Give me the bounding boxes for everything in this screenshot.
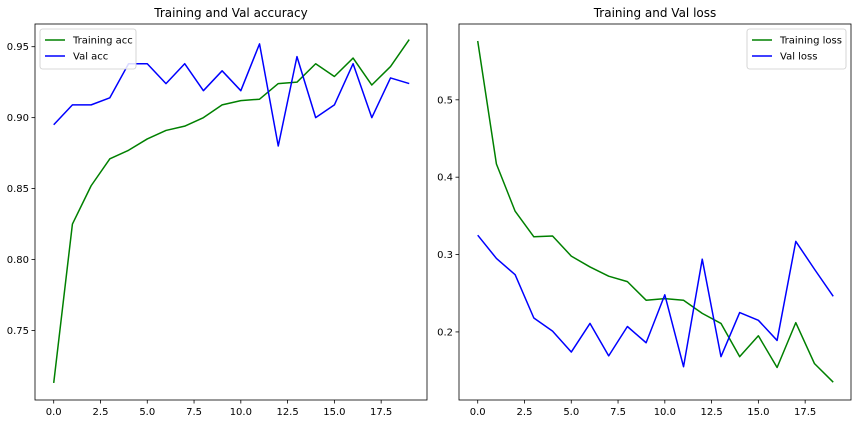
loss-legend: Training loss Val loss	[746, 28, 847, 70]
x-tick-label: 12.5	[700, 407, 722, 418]
x-tick-label: 7.5	[610, 407, 626, 418]
series-line-training-acc	[52, 39, 410, 384]
y-tick-label: 0.4	[437, 173, 453, 184]
legend-box	[39, 28, 137, 70]
y-tick-label: 0.2	[437, 327, 453, 338]
x-tick-label: 7.5	[186, 407, 202, 418]
legend-label: Val loss	[780, 52, 817, 63]
x-tick-label: 5.0	[563, 407, 579, 418]
y-tick-label: 0.5	[437, 95, 453, 106]
legend-box	[746, 28, 847, 70]
series-line-training-loss	[476, 40, 834, 383]
y-tick-label: 0.90	[7, 113, 29, 124]
y-tick-label: 0.85	[7, 184, 29, 195]
accuracy-axes-frame	[34, 23, 428, 401]
x-tick-label: 5.0	[139, 407, 155, 418]
loss-chart: Training and Val loss 0.0 2.5 5.0 7.5 10.0 12.…	[437, 6, 852, 418]
x-tick-label: 0.0	[46, 407, 62, 418]
x-tick-label: 10.0	[230, 407, 252, 418]
x-tick-label: 17.5	[794, 407, 816, 418]
accuracy-chart: Training and Val accuracy 0.0 2.5 5.0 7.5 10.…	[7, 6, 428, 418]
x-tick-label: 0.0	[470, 407, 486, 418]
y-tick-label: 0.3	[437, 250, 453, 261]
x-tick-label: 10.0	[654, 407, 676, 418]
x-tick-label: 15.0	[747, 407, 769, 418]
y-tick-label: 0.75	[7, 326, 29, 337]
loss-chart-title: Training and Val loss	[593, 6, 717, 20]
legend-label: Val acc	[73, 52, 108, 63]
x-tick-label: 12.5	[276, 407, 298, 418]
y-tick-label: 0.80	[7, 255, 29, 266]
x-tick-label: 2.5	[93, 407, 109, 418]
x-tick-label: 2.5	[517, 407, 533, 418]
legend-label: Training loss	[779, 36, 842, 47]
legend-label: Training acc	[72, 36, 133, 47]
x-tick-label: 17.5	[370, 407, 392, 418]
loss-axes-frame	[458, 23, 852, 401]
y-tick-label: 0.95	[7, 42, 29, 53]
accuracy-legend: Training acc Val acc	[39, 28, 137, 70]
series-line-val-acc	[53, 43, 410, 147]
series-line-val-loss	[477, 234, 834, 368]
x-tick-label: 15.0	[323, 407, 345, 418]
accuracy-chart-title: Training and Val accuracy	[153, 6, 307, 20]
